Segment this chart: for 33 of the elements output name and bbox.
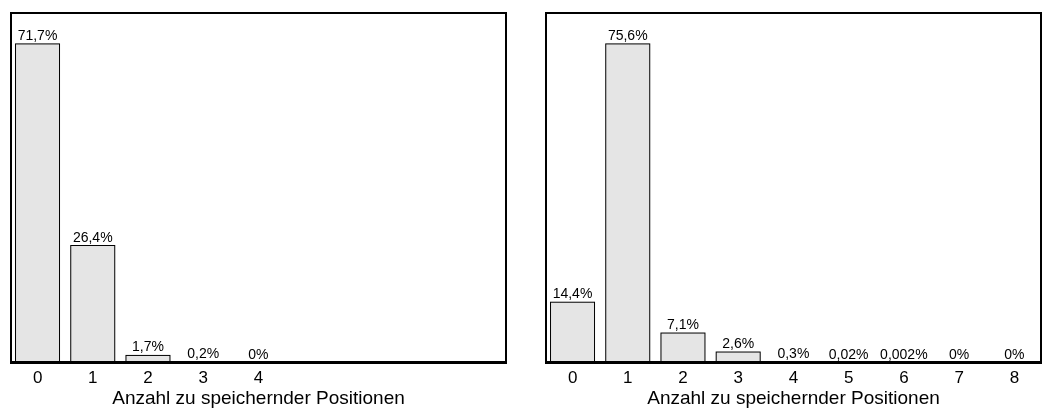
x-tick-label: 3 bbox=[733, 368, 744, 388]
x-tick-label: 1 bbox=[623, 368, 633, 388]
x-axis-title: Anzahl zu speichernder Positionen bbox=[646, 387, 941, 409]
x-tick-label: 0 bbox=[32, 368, 43, 388]
data-label: 7,1% bbox=[667, 316, 699, 333]
data-label: 1,7% bbox=[132, 338, 164, 355]
x-tick-label: 2 bbox=[143, 368, 153, 388]
x-tick-label: 1 bbox=[88, 368, 98, 388]
data-label: 2,6% bbox=[722, 335, 755, 352]
bar bbox=[550, 301, 596, 363]
data-label: 26,4% bbox=[72, 228, 113, 245]
data-label: 0,002% bbox=[880, 345, 928, 362]
data-label: 0,2% bbox=[187, 345, 220, 362]
bar bbox=[660, 332, 706, 363]
x-tick-label: 0 bbox=[567, 368, 578, 388]
x-tick-label: 5 bbox=[843, 368, 854, 388]
x-tick-label: 6 bbox=[899, 368, 909, 388]
data-label: 75,6% bbox=[607, 26, 648, 43]
data-label: 14,4% bbox=[552, 285, 593, 302]
data-label: 0% bbox=[1004, 346, 1025, 362]
data-label: 0,02% bbox=[828, 345, 869, 362]
x-tick-label: 8 bbox=[1009, 368, 1020, 388]
x-tick-label: 3 bbox=[198, 368, 209, 388]
data-label: 71,7% bbox=[17, 26, 58, 43]
data-label: 0% bbox=[948, 346, 970, 362]
data-label: 0% bbox=[248, 346, 269, 362]
x-tick-label: 4 bbox=[788, 368, 799, 388]
data-label: 0,3% bbox=[777, 344, 810, 361]
x-tick-label: 7 bbox=[954, 368, 964, 388]
x-tick-label: 2 bbox=[678, 368, 688, 388]
bar bbox=[605, 43, 651, 363]
x-axis-title: Anzahl zu speichernder Positionen bbox=[111, 387, 406, 409]
x-tick-label: 4 bbox=[253, 368, 264, 388]
